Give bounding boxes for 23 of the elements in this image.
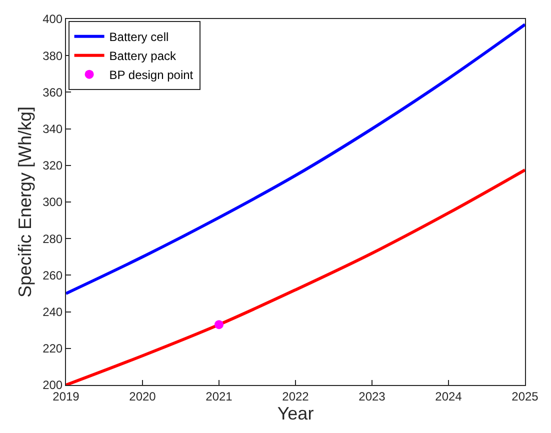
x-tick-label: 2025 — [512, 389, 539, 404]
y-tick-label: 280 — [42, 232, 63, 246]
line-series — [66, 168, 525, 385]
y-tick-label: 220 — [42, 342, 63, 356]
x-tick-label: 2021 — [206, 389, 233, 404]
y-tick-label: 340 — [42, 122, 63, 136]
x-tick-label: 2020 — [129, 389, 156, 404]
y-tick-label: 260 — [42, 268, 63, 282]
legend-label: BP design point — [109, 68, 194, 82]
line-series — [66, 22, 525, 295]
y-tick-label: 240 — [42, 305, 63, 319]
y-tick-label: 320 — [42, 158, 63, 173]
y-tick-label: 300 — [42, 195, 63, 210]
x-tick-label: 2024 — [435, 389, 462, 404]
y-tick-label: 360 — [42, 85, 63, 100]
y-tick-label: 400 — [42, 12, 63, 26]
legend-label: Battery cell — [109, 30, 169, 44]
x-tick-label: 2022 — [282, 389, 310, 404]
y-tick-label: 380 — [42, 48, 63, 63]
legend-label: Battery pack — [109, 49, 177, 64]
x-axis-title: Year — [277, 404, 314, 424]
y-axis-title: Specific Energy [Wh/kg] — [14, 106, 35, 298]
x-tick-label: 2023 — [358, 389, 386, 404]
